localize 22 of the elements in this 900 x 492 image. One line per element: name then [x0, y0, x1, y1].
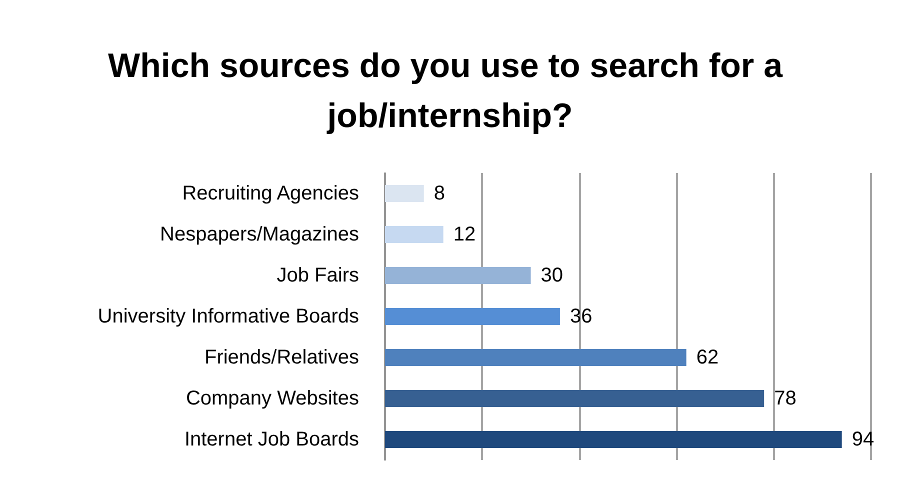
y-tick-label: Nespapers/Magazines	[160, 224, 359, 246]
data-label: 78	[774, 388, 796, 410]
data-label: 30	[540, 264, 564, 286]
bar	[385, 308, 560, 325]
chart-title: Which sources do you use to search for a job/internship?	[108, 47, 792, 135]
y-tick-label: Job Fairs	[276, 264, 359, 286]
bar	[385, 390, 764, 407]
data-label: 12	[453, 224, 476, 246]
data-label: 62	[696, 346, 719, 368]
y-tick-label: Friends/Relatives	[204, 346, 359, 368]
data-label: 36	[570, 306, 592, 328]
bar	[385, 185, 424, 202]
bar	[385, 267, 531, 284]
bar	[385, 431, 842, 448]
bar	[385, 226, 444, 243]
data-label: 94	[852, 428, 874, 450]
data-label: 8	[434, 182, 446, 204]
y-tick-label: Recruiting Agencies	[182, 182, 359, 204]
bar	[385, 349, 686, 366]
y-tick-label: Company Websites	[186, 388, 359, 410]
y-tick-label: University Informative Boards	[98, 306, 359, 328]
y-tick-label: Internet Job Boards	[184, 428, 359, 450]
